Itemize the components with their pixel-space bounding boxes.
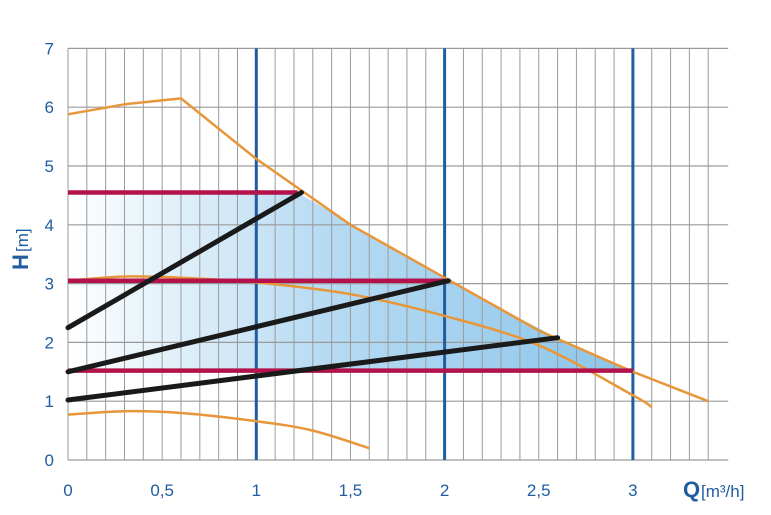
x-tick-label: 3 <box>628 481 637 500</box>
y-tick-label: 3 <box>45 275 54 294</box>
proportional-pressure-line-2 <box>65 278 451 375</box>
y-tick-label: 7 <box>45 39 54 58</box>
x-tick-label: 2,5 <box>527 481 551 500</box>
y-tick-label: 6 <box>45 98 54 117</box>
y-tick-label: 2 <box>45 333 54 352</box>
y-tick-label: 4 <box>45 216 54 235</box>
x-tick-label: 1,5 <box>339 481 363 500</box>
x-axis-unit: [m³/h] <box>701 482 744 501</box>
constant-pressure-lines <box>68 190 633 373</box>
proportional-pressure-line-3 <box>65 335 561 403</box>
min-speed-curve <box>67 409 370 450</box>
y-axis-label: H [m] <box>8 228 33 270</box>
proportional-pressure-line-1 <box>65 190 304 331</box>
y-tick-label: 1 <box>45 392 54 411</box>
blue-reference-lines <box>254 48 635 460</box>
proportional-pressure-lines <box>65 190 561 403</box>
y-axis-symbol: H <box>8 254 33 270</box>
y-tick-label: 5 <box>45 157 54 176</box>
x-tick-label: 1 <box>252 481 261 500</box>
x-tick-label: 0 <box>63 481 72 500</box>
x-axis-symbol: Q <box>683 477 700 502</box>
max-speed-curve <box>67 97 709 403</box>
y-tick-label: 0 <box>45 451 54 470</box>
grid <box>67 47 729 461</box>
x-tick-label: 2 <box>440 481 449 500</box>
x-tick-label: 0,5 <box>150 481 174 500</box>
tick-labels: 0 0,5 1 1,5 2 2,5 3 0 1 2 3 4 5 6 7 <box>45 39 638 500</box>
y-axis-unit: [m] <box>13 228 32 252</box>
